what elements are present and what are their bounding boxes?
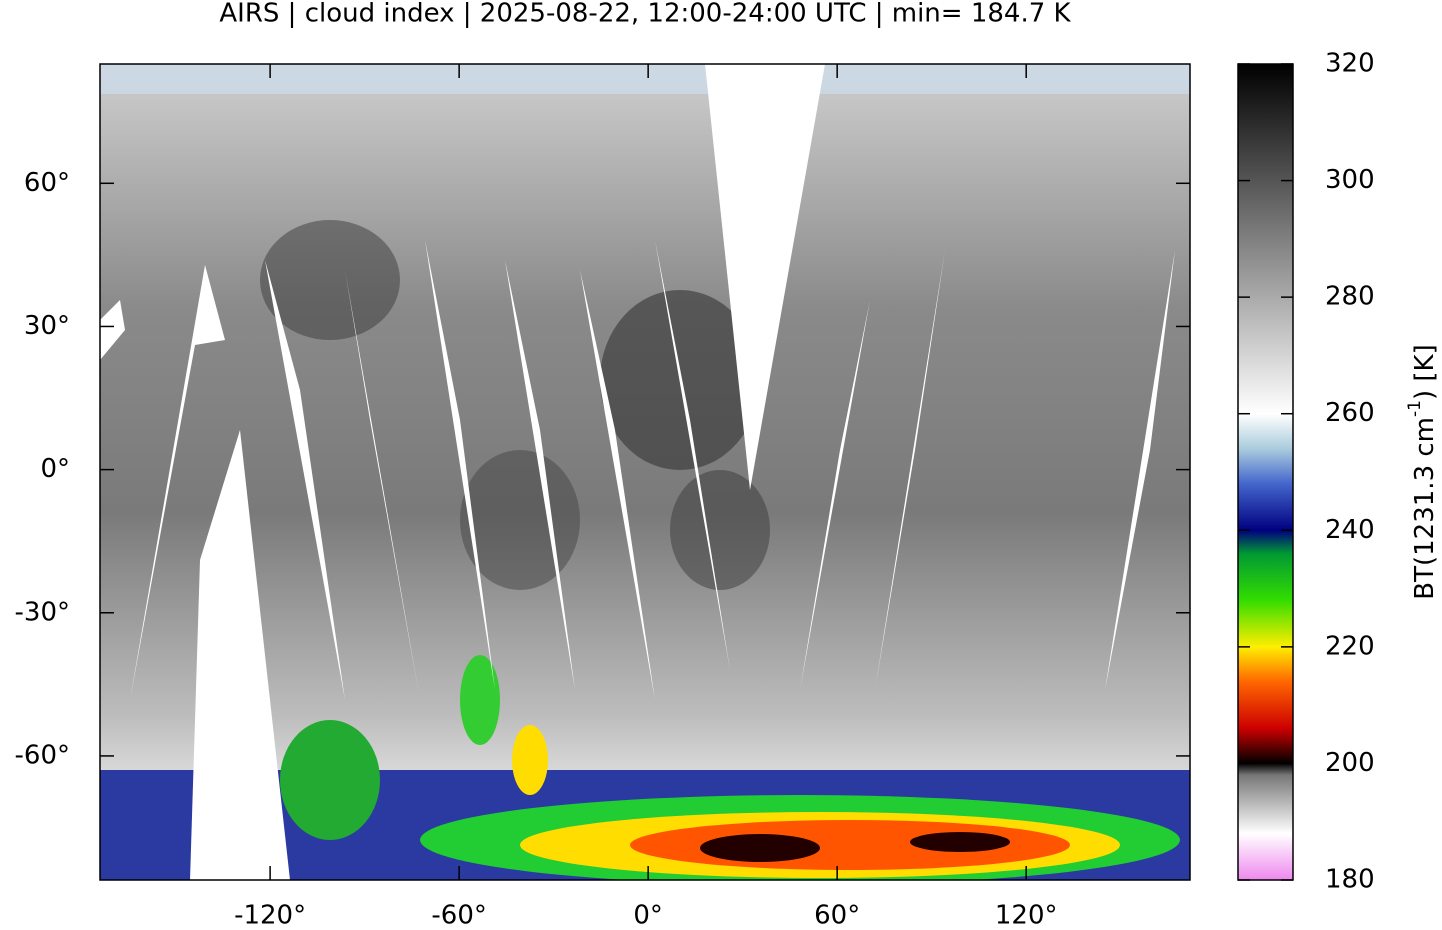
colorbar-tick-label: 260: [1325, 398, 1375, 428]
y-tick-label: 60°: [24, 168, 70, 198]
x-tick-label: -120°: [234, 901, 306, 930]
chart-title: AIRS | cloud index | 2025-08-22, 12:00-2…: [219, 0, 1071, 29]
y-tick-label: -30°: [15, 597, 70, 627]
colorbar-tick-label: 200: [1325, 748, 1375, 778]
colorbar-label: BT(1231.3 cm-1) [K]: [1405, 344, 1440, 599]
x-tick-label: 0°: [633, 901, 663, 930]
colorbar: [1237, 63, 1294, 881]
colorbar-tick-label: 320: [1325, 49, 1375, 79]
y-tick-label: -60°: [15, 740, 70, 770]
map-image: [100, 64, 1190, 880]
x-tick-label: 60°: [814, 901, 860, 930]
colorbar-tick-label: 280: [1325, 282, 1375, 312]
y-tick-label: 0°: [40, 454, 70, 484]
plot-frame: [99, 63, 1191, 881]
colorbar-tick-label: 300: [1325, 165, 1375, 195]
colorbar-tick-label: 240: [1325, 515, 1375, 545]
colorbar-tick-label: 180: [1325, 865, 1375, 895]
x-tick-label: 120°: [995, 901, 1058, 930]
colorbar-tick-label: 220: [1325, 631, 1375, 661]
x-tick-label: -60°: [431, 901, 486, 930]
y-tick-label: 30°: [24, 311, 70, 341]
